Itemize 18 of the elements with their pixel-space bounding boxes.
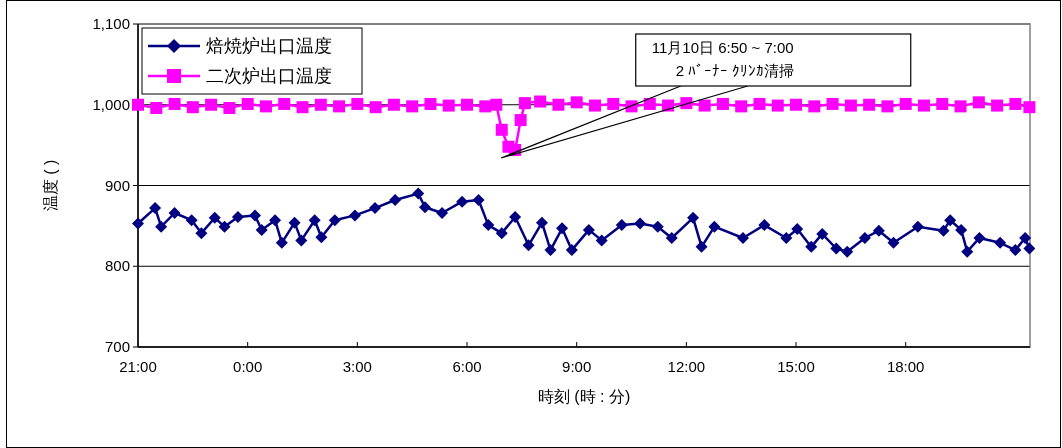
y-tick-label: 1,000 <box>92 95 130 113</box>
x-tick-label: 6:00 <box>452 358 482 375</box>
y-axis-title: 温度 ( ) <box>42 159 59 212</box>
y-tick-label: 900 <box>104 176 130 194</box>
y-tick-label: 700 <box>104 338 130 355</box>
x-tick-label: 3:00 <box>342 358 372 375</box>
x-tick-label: 0:00 <box>233 358 263 375</box>
x-tick-label: 9:00 <box>562 358 592 375</box>
y-tick-label: 800 <box>104 257 130 275</box>
x-tick-label: 18:00 <box>886 358 925 375</box>
x-axis-title: 時刻 (時 : 分) <box>537 388 631 405</box>
y-tick-label: 1,100 <box>92 15 130 32</box>
x-tick-label: 12:00 <box>667 358 706 375</box>
legend-label: 二次炉出口温度 <box>206 66 332 86</box>
annotation: 11月10日 6:50 ~ 7:00 2 ﾊﾞｰﾅｰ ｸﾘﾝｶ清掃 <box>651 39 795 79</box>
x-tick-label: 21:00 <box>119 358 157 375</box>
legend-label: 焙焼炉出口温度 <box>206 36 332 56</box>
x-tick-label: 15:00 <box>777 358 815 375</box>
